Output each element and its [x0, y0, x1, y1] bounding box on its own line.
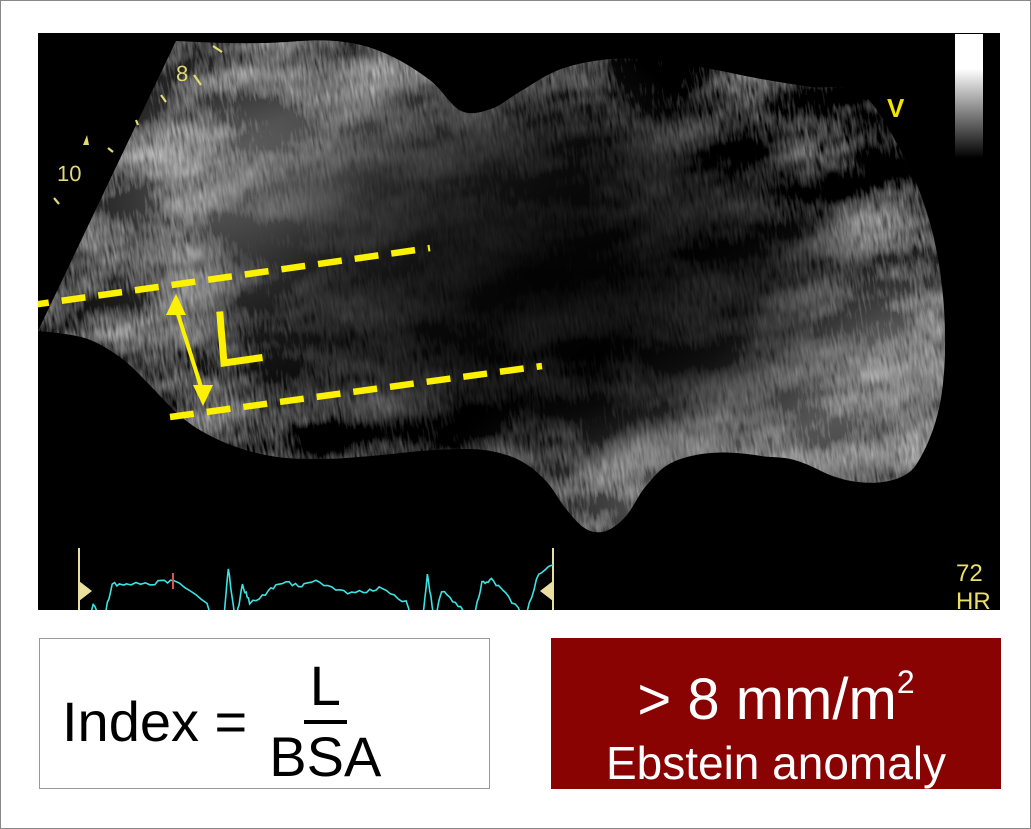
svg-text:V: V — [887, 93, 905, 123]
svg-text:8: 8 — [176, 61, 188, 86]
svg-text:HR: HR — [956, 588, 991, 610]
svg-text:10: 10 — [57, 161, 81, 186]
svg-text:72: 72 — [956, 560, 983, 587]
